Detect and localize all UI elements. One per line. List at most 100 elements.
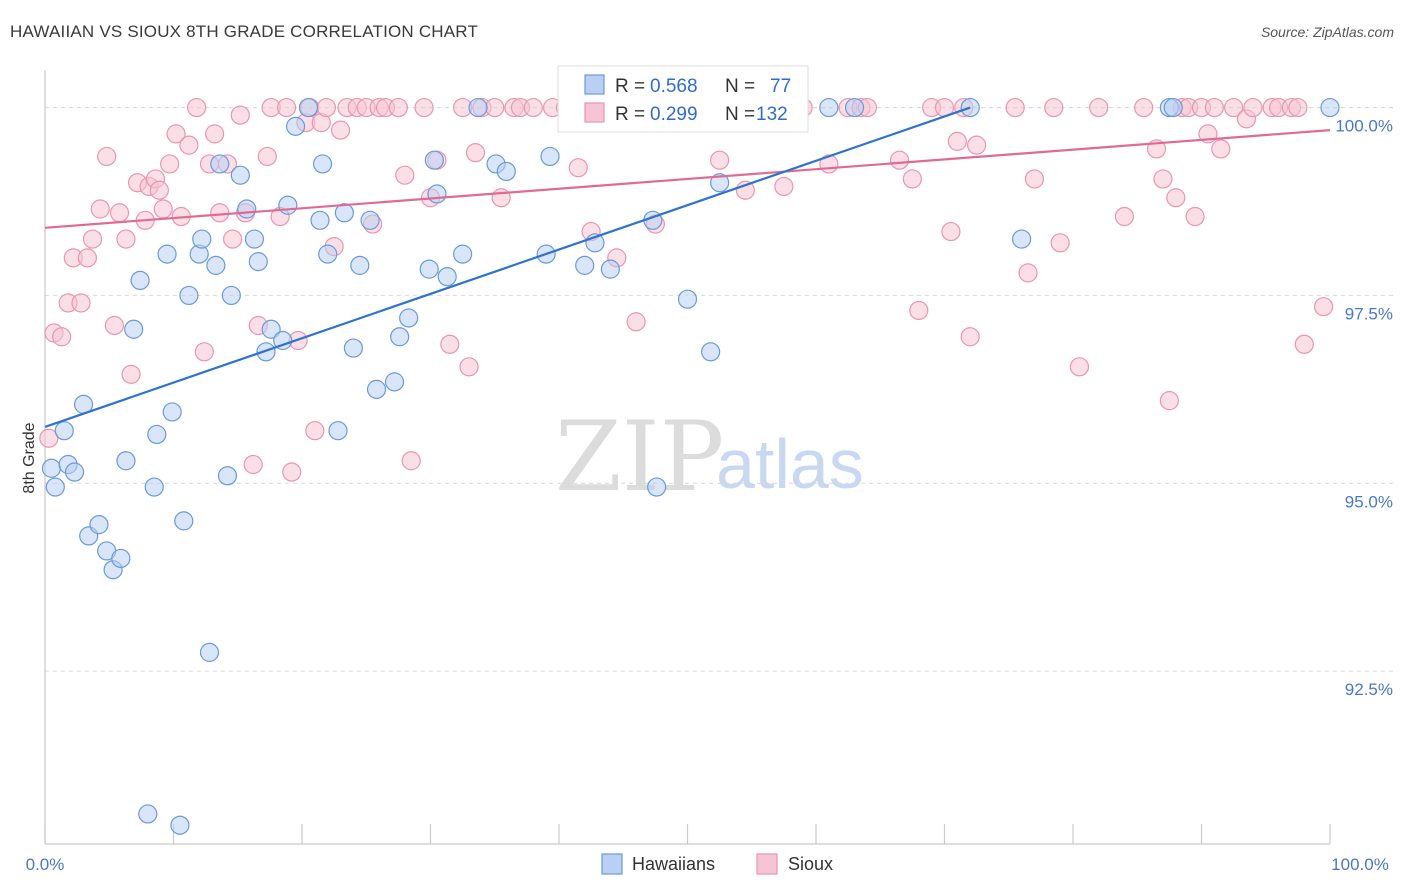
hawaiian-point [130,270,150,291]
hawaiian-point [41,458,62,478]
hawaiian-trend-line [44,106,971,428]
hawaiian-point [138,804,158,824]
y-tick-label: 97.5% [1345,304,1393,323]
sioux-point [305,421,325,441]
watermark: ZIP atlas [555,401,864,513]
legend-swatch-sioux [584,102,605,123]
hawaiian-point [312,154,333,174]
x-ticks [44,824,1331,844]
sioux-point [1313,297,1334,317]
sioux-point [1050,233,1070,253]
hawaiian-point [285,116,306,136]
sioux-point [1211,139,1231,159]
sioux-point [187,97,207,118]
sioux-point [1024,169,1045,189]
sioux-point [523,97,543,118]
hawaiian-point [89,515,109,535]
hawaiian-point [1011,229,1032,249]
hawaiian-point [1163,97,1183,118]
sioux-point [902,169,922,189]
legend-n-value-sioux: 132 [756,104,788,125]
watermark-atlas: atlas [716,425,864,503]
y-tick-label: 92.5% [1345,680,1393,699]
sioux-point [121,364,141,384]
trend-lines [44,106,1331,428]
hawaiian-point [273,330,293,351]
sioux-point [401,451,421,471]
legend-r-value-sioux: 0.299 [650,104,698,125]
hawaiian-point [419,259,439,279]
hawaiian-point [360,210,380,230]
sioux-point [395,165,415,185]
y-tick-label: 95.0% [1345,492,1393,511]
sioux-point [1069,357,1090,377]
hawaiian-point [677,289,698,309]
hawaiian-point [427,184,447,204]
hawaiian-point [124,319,144,339]
bottom-legend-label-hawaiians: Hawaiians [632,854,715,874]
hawaiian-point [390,327,410,347]
hawaiian-point [199,642,220,662]
sioux-point [276,97,297,118]
sioux-point [1153,169,1173,189]
x-tick-label-min: 0.0% [26,855,65,874]
sioux-point [230,105,250,125]
hawaiian-point [206,255,226,275]
hawaiian-point [174,511,194,531]
hawaiian-point [248,252,268,272]
sioux-point [71,293,91,313]
hawaiian-point [384,372,405,392]
sioux-point [710,150,730,170]
sioux-point [39,428,59,448]
hawaiian-point [844,97,865,118]
sioux-point [491,188,511,208]
x-tick-label-max: 100.0% [1331,855,1389,874]
sioux-point [166,124,186,144]
sioux-point [104,315,124,336]
y-tick-labels: 92.5% 95.0% 97.5% 100.0% [1335,117,1393,700]
sioux-trend-line [44,129,1331,229]
sioux-point [485,97,505,118]
hawaiian-point [453,244,473,264]
hawaiian-point [261,319,281,339]
hawaiian-point [244,229,265,249]
hawaiian-point [111,548,131,569]
sioux-point [223,229,243,249]
sioux-point [205,124,225,144]
sioux-point [1185,206,1205,227]
hawaiian-point [157,244,177,264]
sioux-point [1243,97,1263,118]
hawaiian-point [298,97,319,118]
sioux-point [257,146,277,167]
hawaiian-point [162,402,182,422]
bottom-legend-swatch-hawaiians [601,853,623,875]
sioux-point [330,120,351,140]
sioux-point [440,334,460,354]
legend-n-value-hawaiians: 77 [770,76,791,97]
hawaiian-point [192,229,212,249]
sioux-point [77,248,98,268]
sioux-point [1159,391,1179,411]
hawaiian-point [1320,97,1340,118]
hawaiian-point [701,342,721,362]
sioux-point [909,300,929,321]
hawaiian-point [710,173,730,193]
legend-n-label-sioux: N = [725,104,755,125]
sioux-point [1204,97,1224,118]
sioux-point [210,203,230,223]
legend-r-value-hawaiians: 0.568 [650,76,698,97]
hawaiian-point [144,477,164,497]
sioux-point [97,146,117,167]
hawaiian-point [468,97,488,118]
legend-swatch-hawaiians [584,74,605,95]
sioux-point [179,135,199,155]
hawaiian-point [116,451,136,471]
hawaiian-point [230,165,250,185]
y-tick-label: 100.0% [1335,117,1393,136]
chart-title: HAWAIIAN VS SIOUX 8TH GRADE CORRELATION … [10,22,479,41]
sioux-point [1294,334,1314,354]
sioux-point [316,97,337,118]
legend-r-label-sioux: R = [615,104,645,125]
legend-n-label-hawaiians: N = [725,76,755,97]
